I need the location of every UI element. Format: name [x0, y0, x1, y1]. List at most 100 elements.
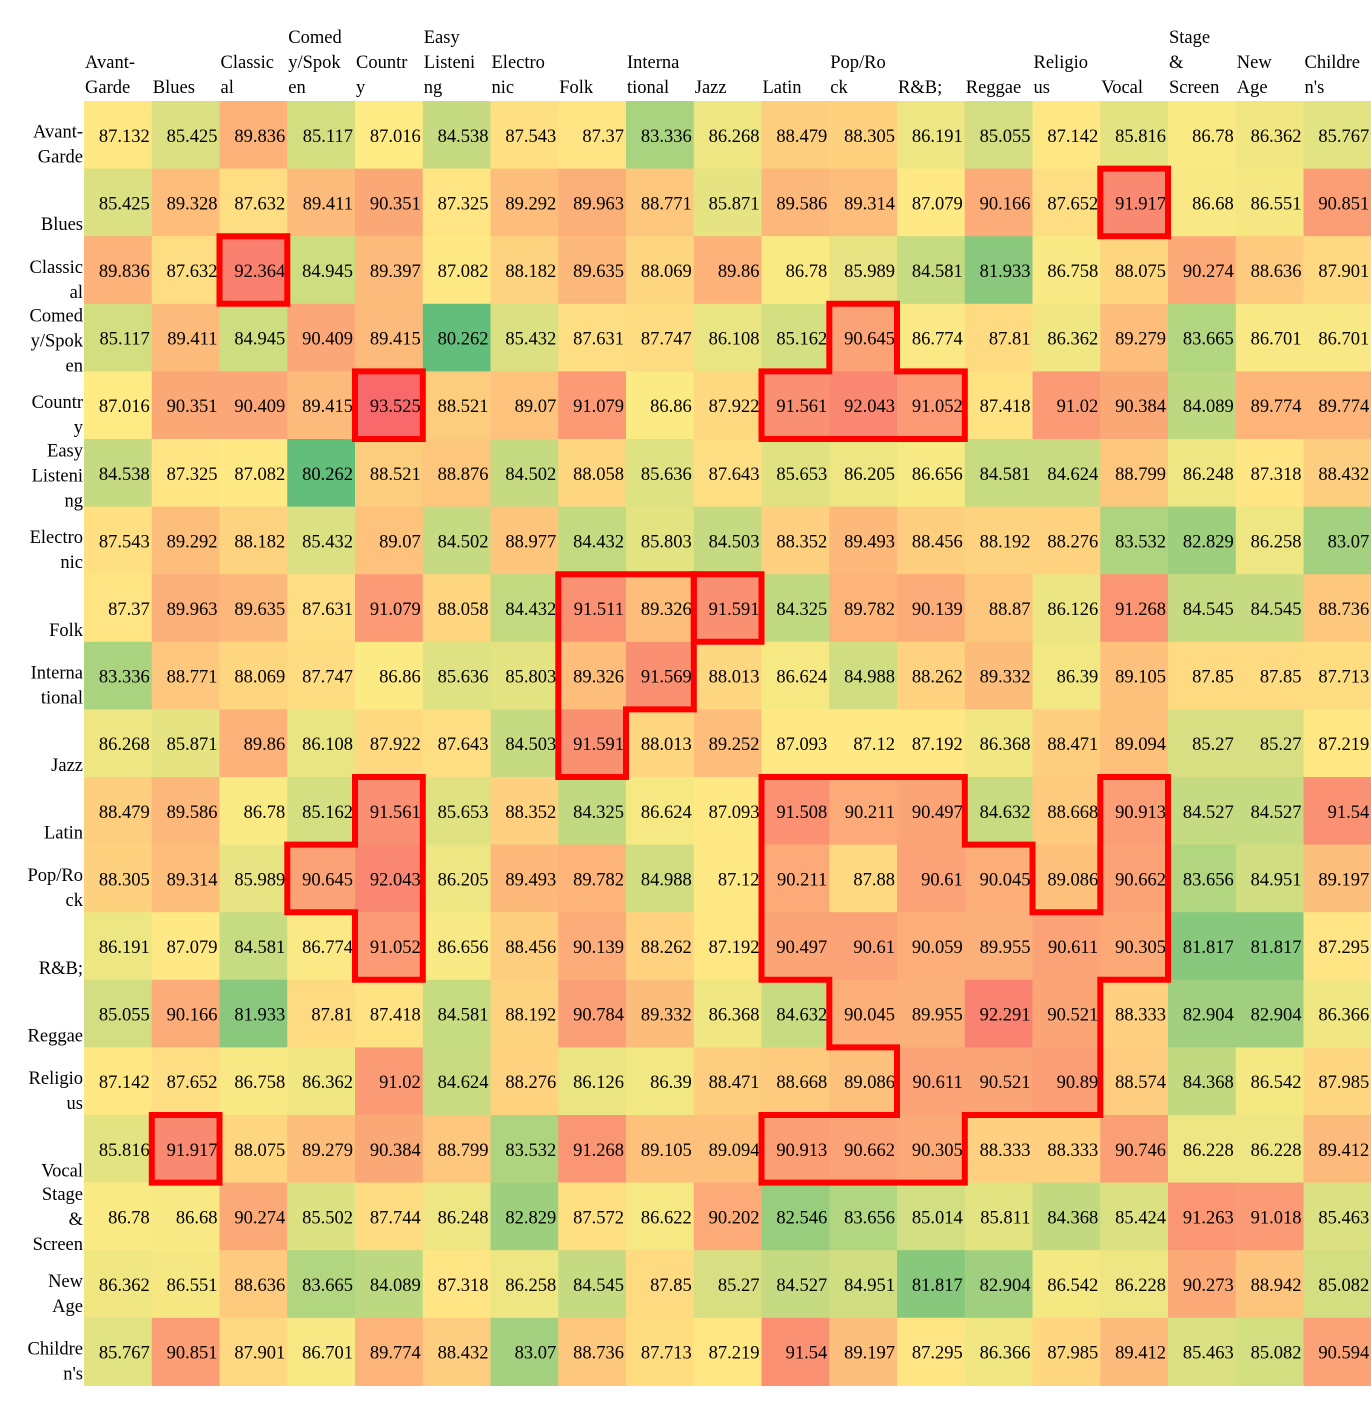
heatmap-cell: [964, 236, 1034, 305]
heatmap-cell: [490, 1047, 559, 1116]
heatmap-cell: [964, 777, 1034, 846]
cell-value: 88.799: [1115, 465, 1166, 485]
cell-value: 89.415: [302, 397, 353, 417]
cell-value: 87.318: [1251, 465, 1302, 485]
cell-value: 86.656: [912, 465, 963, 485]
cell-value: 90.202: [709, 1208, 760, 1228]
cell-value: 88.075: [1115, 262, 1166, 282]
heatmap-cell: [829, 101, 898, 170]
heatmap-cell: [1303, 1182, 1371, 1251]
cell-value: 81.817: [1183, 938, 1234, 958]
cell-value: 84.527: [776, 1276, 827, 1296]
cell-value: 84.325: [776, 600, 827, 620]
cell-value: 87.572: [573, 1208, 624, 1228]
cell-value: 85.871: [167, 735, 218, 755]
cell-value: 83.656: [844, 1208, 895, 1228]
cell-value: 86.86: [379, 668, 421, 688]
cell-value: 89.279: [302, 1141, 353, 1161]
heatmap-cell: [287, 574, 356, 643]
cell-value: 84.632: [776, 1006, 827, 1026]
cell-value: 86.701: [1318, 330, 1369, 350]
cell-value: 84.545: [573, 1276, 624, 1296]
heatmap-cell: [84, 1317, 153, 1386]
cell-value: 87.643: [438, 735, 489, 755]
cell-value: 90.521: [1047, 1006, 1098, 1026]
heatmap-cell: [151, 1047, 221, 1116]
cell-value: 88.977: [505, 532, 556, 552]
cell-value: 86.362: [1251, 127, 1302, 147]
cell-value: 88.069: [641, 262, 692, 282]
cell-value: 86.228: [1115, 1276, 1166, 1296]
cell-value: 90.045: [980, 870, 1031, 890]
heatmap-cell: [829, 371, 898, 440]
cell-value: 85.117: [303, 127, 353, 147]
heatmap-cell: [219, 1250, 288, 1319]
cell-value: 89.586: [167, 803, 218, 823]
cell-value: 90.166: [167, 1006, 218, 1026]
row-label: Reggae: [28, 1026, 83, 1046]
heatmap-cell: [693, 439, 763, 508]
heatmap-cell: [626, 439, 695, 508]
heatmap-cell: [626, 1182, 695, 1251]
cell-value: 86.774: [302, 938, 353, 958]
cell-value: 90.384: [1115, 397, 1166, 417]
heatmap-cell: [829, 709, 898, 778]
cell-value: 91.917: [167, 1141, 218, 1161]
cell-value: 86.258: [505, 1276, 556, 1296]
cell-value: 90.409: [302, 330, 353, 350]
cell-value: 88.521: [370, 465, 421, 485]
column-labels: Avant-Garde Blues Classic al Comed y/Spok en Co…: [85, 28, 1360, 98]
cell-value: 88.305: [844, 127, 895, 147]
heatmap-cell: [1303, 236, 1371, 305]
cell-value: 88.456: [912, 532, 963, 552]
heatmap-cell: [1235, 371, 1305, 440]
cell-value: 88.668: [776, 1073, 827, 1093]
heatmap-cell: [626, 371, 695, 440]
heatmap-cell: [1168, 1115, 1237, 1184]
heatmap-cell: [219, 641, 288, 710]
row-label: Pop/Ro ck: [27, 866, 83, 911]
highlight-outlines: [148, 165, 1171, 1186]
heatmap-cell: [151, 777, 221, 846]
cell-value: 87.747: [302, 668, 353, 688]
cell-value: 92.043: [844, 397, 895, 417]
row-label: Avant-Garde: [33, 123, 83, 168]
heatmap-cell: [1100, 168, 1169, 237]
cell-value: 88.471: [1047, 735, 1098, 755]
heatmap-cell: [422, 506, 492, 575]
cell-value: 87.418: [980, 397, 1031, 417]
heatmap-cell: [84, 236, 153, 305]
heatmap-cell: [1235, 303, 1305, 372]
heatmap-cell: [1235, 574, 1305, 643]
heatmap-cell: [693, 979, 763, 1048]
row-label: Easy Listeni ng: [32, 442, 84, 512]
cell-value: 81.817: [912, 1276, 963, 1296]
heatmap-cell: [1303, 439, 1371, 508]
cell-value: 89.326: [641, 600, 692, 620]
cell-value: 84.089: [370, 1276, 421, 1296]
cell-value: 88.058: [573, 465, 624, 485]
heatmap-cell: [287, 1047, 356, 1116]
heatmap-cell: [355, 371, 424, 440]
cell-value: 89.493: [844, 532, 895, 552]
cell-value: 84.951: [1251, 870, 1302, 890]
cell-value: 85.055: [980, 127, 1031, 147]
cell-value: 88.182: [505, 262, 556, 282]
heatmap-cell: [490, 1317, 559, 1386]
cell-value: 85.989: [234, 870, 285, 890]
cell-value: 87.81: [989, 330, 1031, 350]
heatmap-cell: [626, 777, 695, 846]
cell-value: 89.635: [234, 600, 285, 620]
cell-value: 85.162: [776, 330, 827, 350]
cell-value: 87.713: [641, 1344, 692, 1364]
heatmap-cell: [1032, 303, 1101, 372]
cell-value: 86.656: [438, 938, 489, 958]
heatmap-cell: [287, 101, 356, 170]
heatmap-cell: [84, 1182, 153, 1251]
cell-value: 85.425: [99, 194, 150, 214]
heatmap-cell: [964, 641, 1034, 710]
cell-value: 89.836: [234, 127, 285, 147]
heatmap-cell: [1168, 236, 1237, 305]
cell-value: 86.542: [1251, 1073, 1302, 1093]
heatmap-cell: [897, 236, 966, 305]
